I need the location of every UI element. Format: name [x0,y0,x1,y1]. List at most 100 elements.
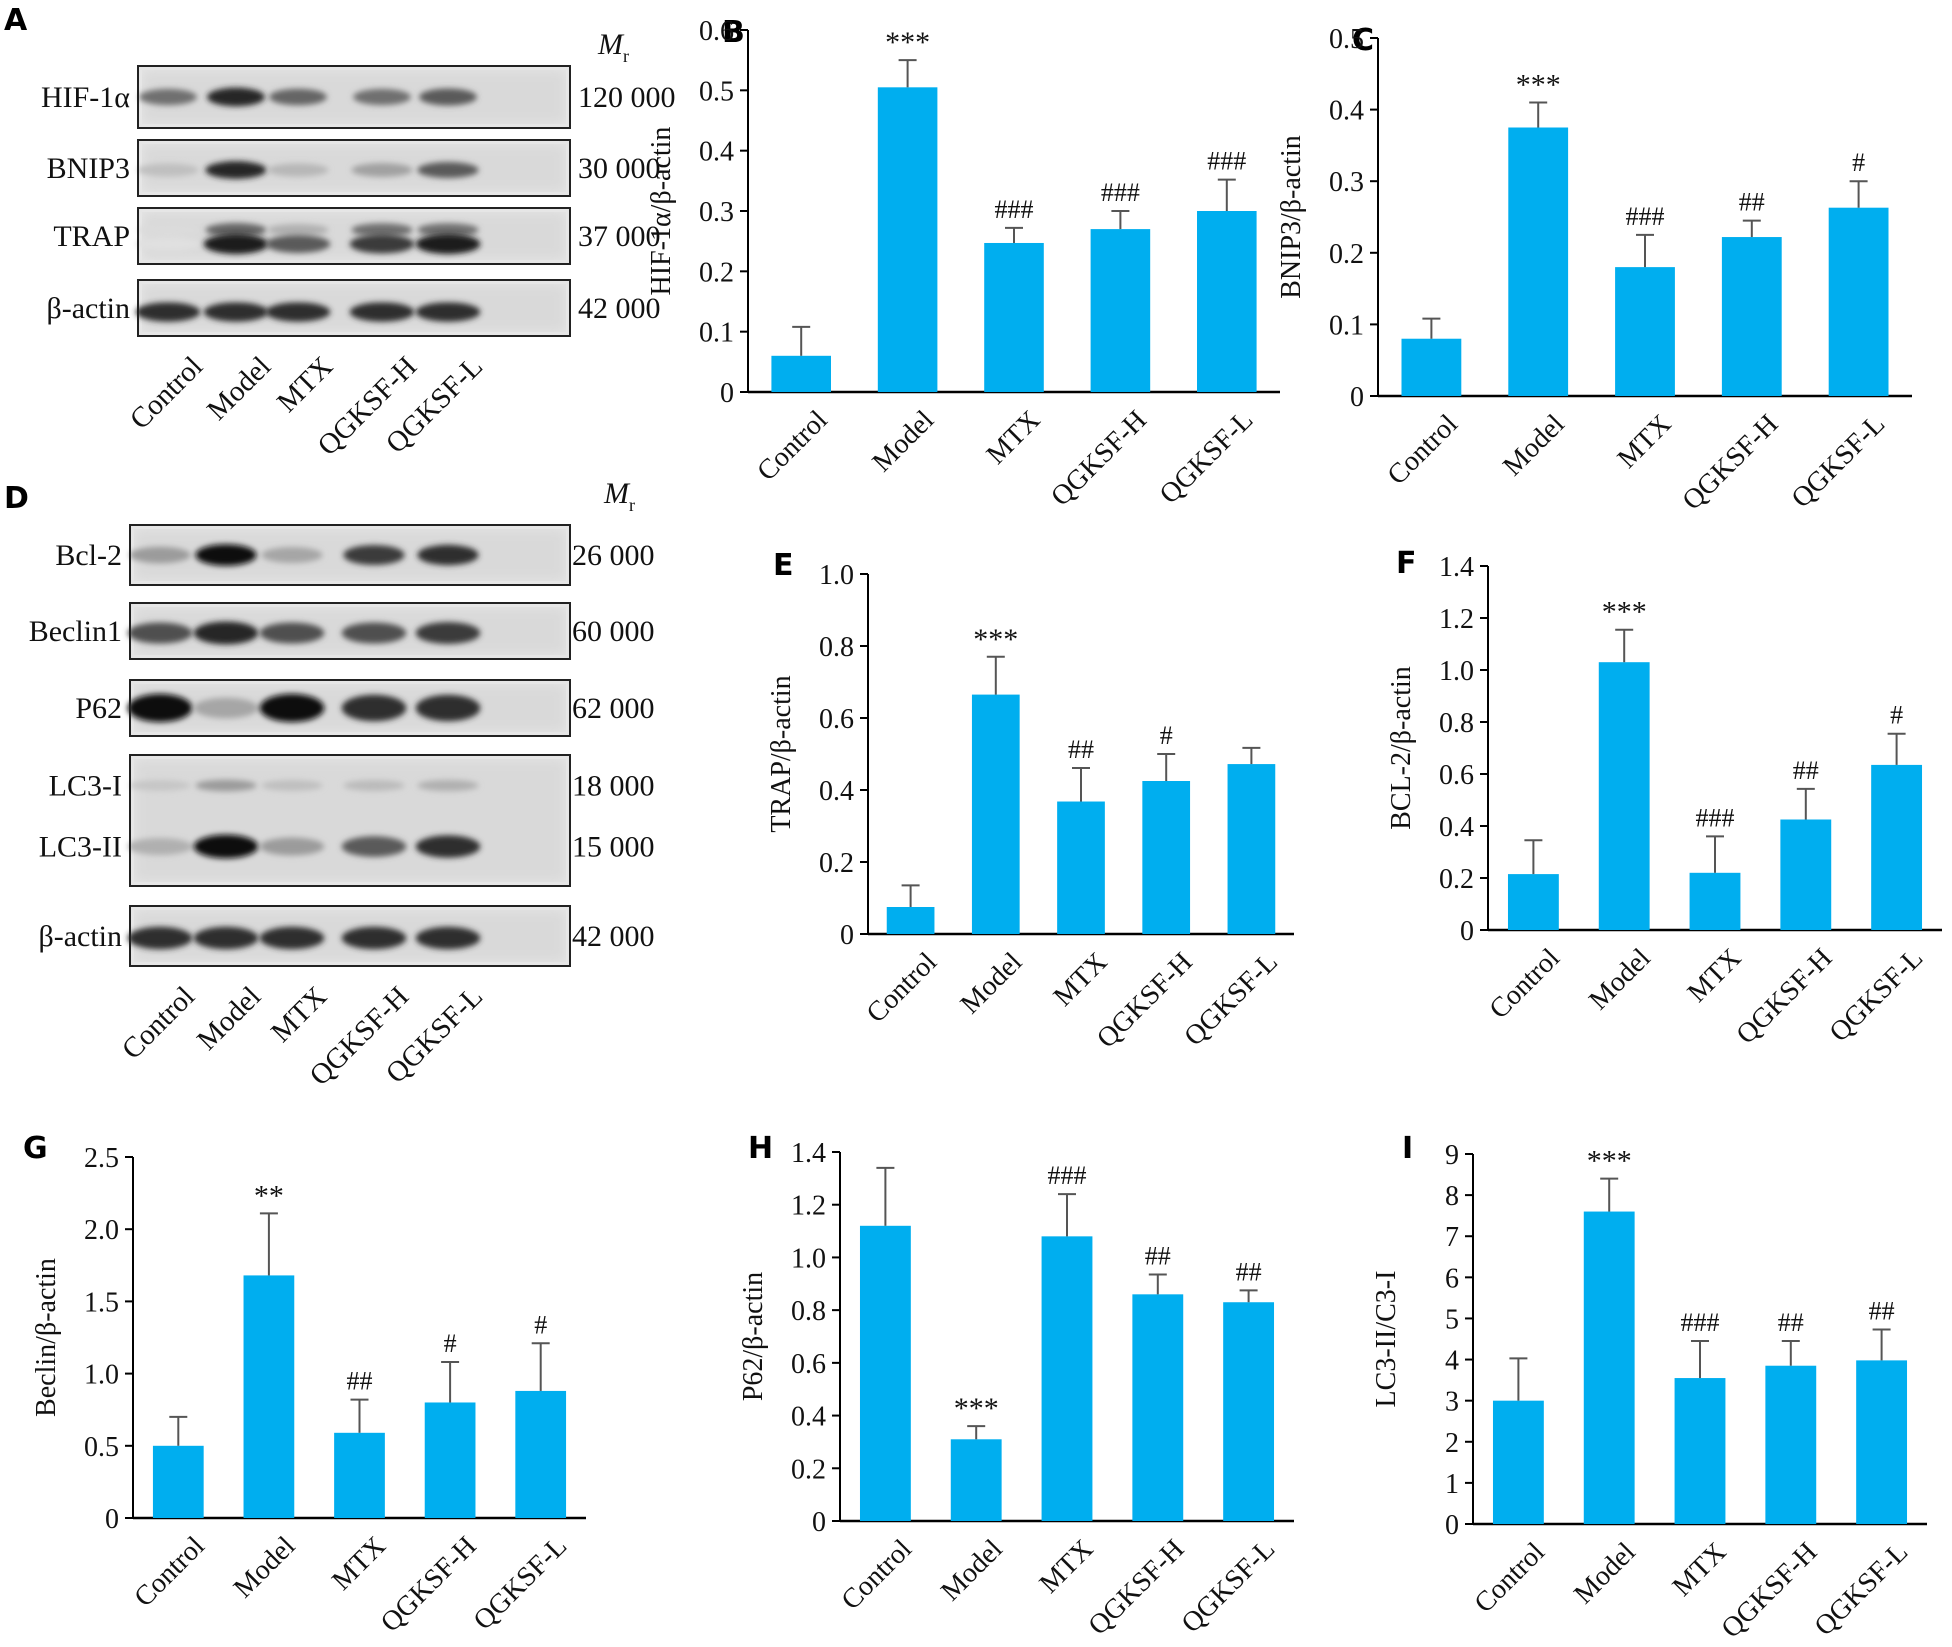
y-tick-label: 1.0 [819,560,854,591]
y-tick-label: 1.2 [1439,604,1474,635]
x-tick-label: QGKSF-H [375,1531,483,1639]
y-axis-label: HIF-1α/β-actin [646,127,677,296]
chart-panel-b: B 0 0.1 0.2 0.3 0.4 0.5 0.6 HIF-1α/β-actin Contro… [646,15,1280,512]
x-tick-label: MTX [1612,409,1678,475]
bar-control [1401,338,1462,396]
significance-label: ## [1778,1308,1804,1337]
significance-label: ** [254,1179,284,1212]
protein-band [259,926,325,950]
bar-mtx [334,1432,385,1518]
protein-band [265,302,331,322]
x-tick-label: MTX [1034,1534,1100,1600]
bar-qgksf-h [424,1402,476,1518]
x-tick-label: Model [935,1533,1009,1607]
x-tick-label: QGKSF-H [1716,1537,1824,1645]
x-tick-label: Control [836,1533,919,1616]
protein-band [353,88,411,106]
molecular-mass: 30 000 [578,152,661,185]
blot-haze [134,759,566,882]
bar-qgksf-l [1223,1302,1275,1521]
bar-model [1583,1211,1635,1524]
significance-label: ## [1236,1257,1262,1286]
panel-letter: F [1396,546,1417,581]
x-tick-label: QGKSF-H [1677,409,1785,517]
protein-band [207,87,265,107]
protein-band [135,237,201,251]
bar-qgksf-h [1780,819,1832,930]
protein-band [267,224,329,236]
blot-frame [129,905,571,967]
protein-band [137,163,199,177]
y-tick-label: 0.4 [1329,96,1364,127]
protein-band [417,223,479,237]
y-tick-label: 1.0 [84,1360,119,1391]
chart-panel-i: I0123456789LC3-II/C3-IControl***Model###… [1371,1131,1927,1644]
protein-band [259,837,325,856]
panel-letter: D [4,481,29,516]
y-axis-label: BCL-2/β-actin [1386,666,1417,830]
protein-band [259,622,325,644]
protein-label: P62 [75,692,122,725]
bar-mtx [1689,872,1741,930]
protein-band [415,694,481,722]
y-tick-label: 0.5 [84,1432,119,1463]
chart-panel-g: G 0 0.5 1.0 1.5 2.0 2.5 Beclin/β-actin Control **… [23,1131,586,1638]
y-tick-label: 1.0 [791,1243,826,1274]
significance-label: ## [1068,735,1094,764]
protein-band [343,780,405,791]
bar-mtx [1615,267,1675,396]
bar-qgksf-l [1856,1360,1908,1524]
protein-band [417,779,479,792]
mr-subscript: r [623,46,629,66]
x-tick-label: Model [955,946,1029,1020]
significance-label: *** [1587,1145,1632,1178]
x-tick-label: Model [1497,408,1571,482]
blot-strip [127,754,571,887]
bar-qgksf-l [515,1390,567,1518]
y-axis-label: BNIP3/β-actin [1276,135,1307,299]
blot-panel-a: A Mr HIF-1α 120 000 BNIP3 30 000 TRAP 37 000 β-a… [4,3,676,462]
significance-label: *** [1516,68,1561,101]
y-axis-label: TRAP/β-actin [766,675,797,832]
blot-frame [129,754,571,887]
significance-label: ### [1681,1308,1720,1337]
bar-qgksf-h [1142,781,1191,934]
panel-letter: A [4,3,28,38]
y-axis-label: P62/β-actin [738,1272,769,1401]
blot-frame [137,207,571,265]
bar-mtx [1674,1378,1726,1524]
blot-strip [127,602,571,660]
y-tick-label: 0 [1445,1510,1459,1541]
protein-band [265,235,331,253]
protein-band [127,622,193,644]
protein-label: Bcl-2 [55,539,122,572]
lane-label: Model [201,350,277,426]
significance-label: ### [995,195,1034,224]
y-axis-label: LC3-II/C3-I [1371,1271,1402,1408]
protein-band [415,926,481,950]
protein-band [129,546,191,564]
blot-strip [137,65,571,129]
y-tick-label: 1.4 [791,1138,826,1169]
bar-qgksf-h [1721,237,1782,396]
protein-band [341,836,407,857]
protein-band [341,926,407,950]
protein-band [267,163,329,177]
protein-label: β-actin [46,292,130,325]
y-tick-label: 0.8 [791,1296,826,1327]
y-tick-label: 0.1 [699,318,734,349]
protein-band [137,224,199,236]
y-tick-label: 0.2 [791,1454,826,1485]
protein-band [193,621,259,645]
significance-label: ### [1048,1161,1087,1190]
panel-letter: B [722,15,745,50]
molecular-mass: 120 000 [578,81,676,114]
y-tick-label: 9 [1445,1140,1459,1171]
y-tick-label: 1.2 [791,1191,826,1222]
bar-mtx [1041,1236,1093,1521]
bar-qgksf-l [1227,764,1276,934]
y-tick-label: 3 [1445,1387,1459,1418]
x-tick-label: MTX [1667,1537,1733,1603]
significance-label: *** [954,1392,999,1425]
x-tick-label: QGKSF-H [1083,1534,1191,1642]
